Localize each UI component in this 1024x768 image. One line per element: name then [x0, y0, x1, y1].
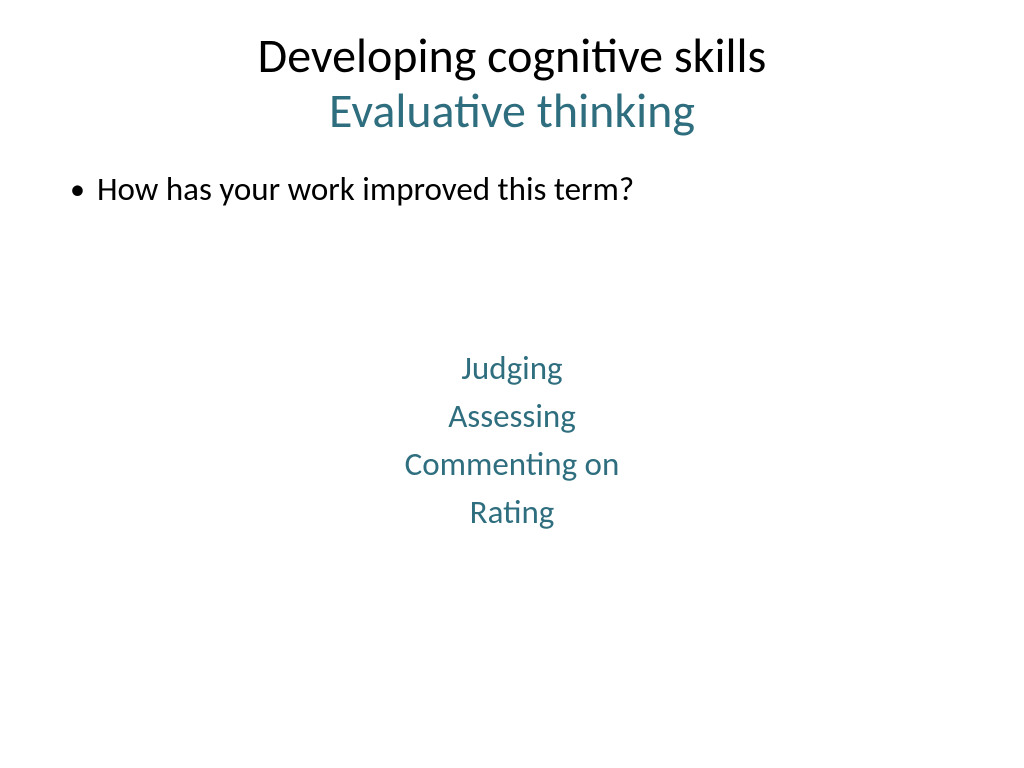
slide-title-main: Developing cognitive skills — [60, 30, 964, 83]
slide-title-sub: Evaluative thinking — [60, 85, 964, 138]
keyword-item: Rating — [60, 489, 964, 537]
bullet-marker-icon: • — [70, 170, 85, 209]
keywords-section: Judging Assessing Commenting on Rating — [60, 345, 964, 536]
keyword-item: Judging — [60, 345, 964, 393]
keyword-item: Commenting on — [60, 441, 964, 489]
bullet-item: • How has your work improved this term? — [70, 168, 964, 211]
bullet-section: • How has your work improved this term? — [60, 168, 964, 211]
bullet-text: How has your work improved this term? — [97, 168, 634, 211]
slide-container: Developing cognitive skills Evaluative t… — [0, 0, 1024, 768]
keyword-item: Assessing — [60, 393, 964, 441]
